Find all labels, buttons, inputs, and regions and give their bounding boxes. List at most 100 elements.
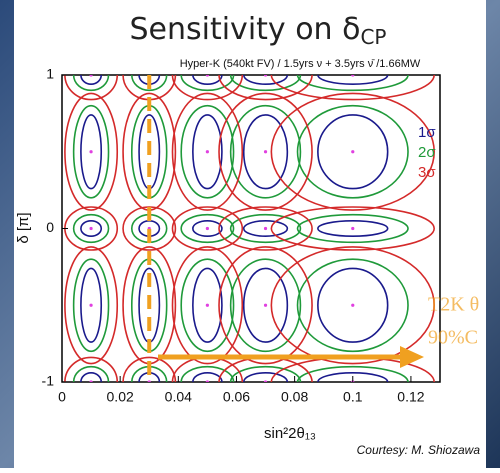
contour [192, 371, 223, 382]
true-point [205, 303, 209, 307]
credit: Courtesy: M. Shiozawa [357, 443, 481, 457]
true-point [263, 380, 268, 382]
true-point [89, 303, 93, 307]
y-tick-label: -1 [42, 373, 55, 389]
true-point [205, 75, 209, 77]
contour [242, 267, 289, 343]
contour [180, 213, 235, 244]
contour [72, 104, 110, 199]
legend-label: 1σ [418, 124, 436, 141]
true-point [147, 380, 151, 382]
contour [192, 220, 223, 237]
y-tick-label: 1 [46, 66, 54, 82]
contour [72, 213, 110, 244]
true-point [263, 75, 268, 77]
contour [242, 220, 289, 237]
true-point [263, 303, 268, 307]
true-point [351, 226, 355, 231]
true-point [205, 150, 209, 154]
contour [317, 75, 389, 86]
contour [72, 258, 110, 353]
contour [180, 365, 235, 382]
x-tick-label: 0.02 [107, 389, 134, 405]
contour [192, 114, 223, 190]
y-tick-label: 0 [46, 219, 54, 235]
true-point [89, 75, 93, 77]
contour [317, 114, 389, 190]
contour [296, 258, 409, 353]
annotation: 90%C [428, 327, 478, 349]
true-point [351, 303, 355, 307]
true-point [205, 380, 209, 382]
contour [229, 104, 302, 199]
contour [218, 206, 313, 251]
contour [317, 220, 389, 237]
true-point [89, 226, 93, 231]
subtitle: Hyper-K (540kt FV) / 1.5yrs ν + 3.5yrs ν… [180, 58, 421, 70]
t2k-arrowhead [400, 346, 424, 368]
contour [80, 267, 103, 343]
true-point [263, 150, 268, 154]
legend-label: 2σ [418, 144, 436, 161]
contour [218, 75, 313, 101]
contour [72, 365, 110, 382]
contour [180, 258, 235, 353]
contour [218, 92, 313, 211]
contour [80, 371, 103, 382]
contour [296, 365, 409, 382]
contour [270, 75, 435, 101]
contour [180, 75, 235, 92]
contour [64, 356, 119, 382]
x-tick-label: 0.1 [343, 389, 363, 405]
true-point [351, 150, 355, 154]
contour [192, 75, 223, 86]
contour [270, 206, 435, 251]
contour [296, 75, 409, 92]
contour [64, 92, 119, 211]
x-axis-label: sin²2θ₁₃ [264, 425, 316, 442]
title-sub: CP [360, 25, 386, 49]
contour [270, 246, 435, 365]
contour [229, 213, 302, 244]
contour [80, 75, 103, 86]
contour [242, 75, 289, 86]
title-main: Sensitivity on δ [129, 12, 360, 47]
contour [180, 104, 235, 199]
y-axis-label: δ [π] [15, 212, 32, 243]
contour [130, 75, 168, 92]
true-point [205, 226, 209, 231]
contour [72, 75, 110, 92]
contour [317, 267, 389, 343]
contour [242, 371, 289, 382]
x-tick-label: 0.12 [397, 389, 424, 405]
x-tick-label: 0 [58, 389, 66, 405]
contour [229, 258, 302, 353]
contour [229, 365, 302, 382]
contour [242, 114, 289, 190]
true-point [263, 226, 268, 231]
x-tick-label: 0.06 [223, 389, 250, 405]
contour [64, 246, 119, 365]
contour [229, 75, 302, 92]
contour [270, 92, 435, 211]
x-tick-label: 0.08 [281, 389, 308, 405]
contour [80, 220, 103, 237]
contour [218, 246, 313, 365]
contour [171, 75, 244, 101]
contour [296, 104, 409, 199]
title: Sensitivity on δCP [129, 12, 386, 49]
contour [122, 356, 177, 382]
contour [296, 213, 409, 244]
legend-label: 3σ [418, 164, 436, 181]
true-point [351, 75, 355, 77]
true-point [89, 380, 93, 382]
x-tick-label: 0.04 [165, 389, 192, 405]
true-point [89, 150, 93, 154]
contour [171, 246, 244, 365]
contour [317, 371, 389, 382]
contour [192, 267, 223, 343]
contour [80, 114, 103, 190]
contour [171, 92, 244, 211]
annotation: T2K θ [428, 294, 479, 316]
